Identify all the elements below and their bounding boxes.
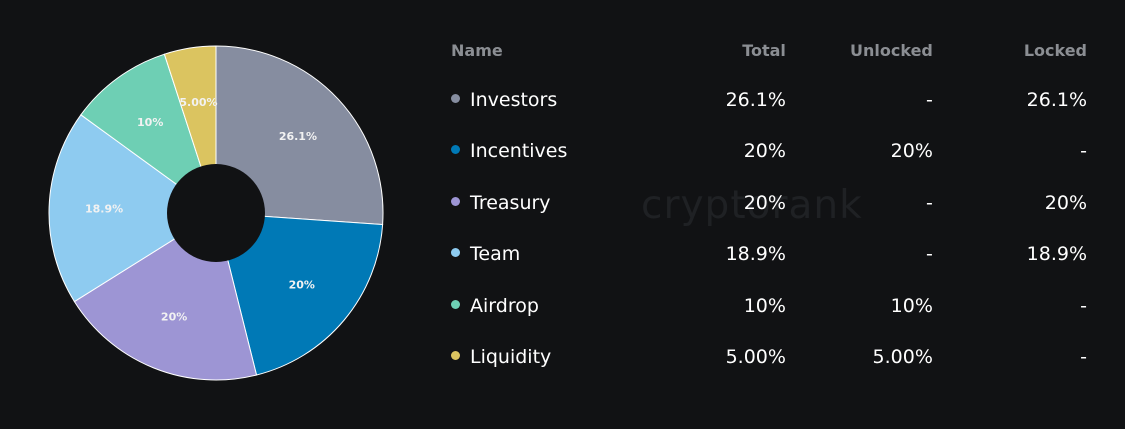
row-total: 18.9% bbox=[725, 243, 786, 266]
row-unlocked: 10% bbox=[890, 294, 933, 317]
row-locked: 18.9% bbox=[1026, 243, 1087, 266]
row-locked: - bbox=[1080, 140, 1087, 163]
row-total: 26.1% bbox=[725, 88, 786, 111]
table-row: Airdrop 10% 10% - bbox=[442, 280, 1102, 332]
table-row: Treasury 20% - 20% bbox=[442, 177, 1102, 229]
slice-label-incentives: 20% bbox=[289, 278, 315, 291]
legend-dot-icon bbox=[451, 196, 460, 206]
row-locked: 26.1% bbox=[1026, 88, 1087, 111]
row-name: Treasury bbox=[470, 191, 551, 214]
cryptorank-watermark: cryptorank bbox=[641, 183, 863, 228]
row-name: Liquidity bbox=[470, 346, 552, 369]
legend-dot-icon bbox=[451, 93, 460, 103]
legend-dot-icon bbox=[451, 299, 460, 309]
table-row: Investors 26.1% - 26.1% bbox=[442, 74, 1102, 126]
pie-slice-incentives bbox=[215, 212, 384, 376]
row-locked: - bbox=[1080, 346, 1087, 369]
row-name: Team bbox=[470, 243, 521, 266]
legend-dot-icon bbox=[451, 351, 460, 361]
table-header-row: Name Total Unlocked Locked bbox=[442, 26, 1102, 74]
row-unlocked: - bbox=[926, 88, 933, 111]
legend-dot-icon bbox=[451, 248, 460, 258]
pie-slice-team bbox=[48, 114, 217, 303]
allocation-table: Name Total Unlocked Locked Investors 26.… bbox=[442, 26, 1102, 383]
row-unlocked: 5.00% bbox=[872, 346, 933, 369]
row-unlocked: - bbox=[926, 191, 933, 214]
table-row: Liquidity 5.00% 5.00% - bbox=[442, 332, 1102, 384]
row-unlocked: - bbox=[926, 243, 933, 266]
donut-hole bbox=[167, 164, 265, 262]
header-locked: Locked bbox=[1023, 40, 1087, 60]
row-total: 20% bbox=[743, 191, 786, 214]
legend-dot-icon bbox=[451, 145, 460, 155]
row-total: 10% bbox=[743, 294, 786, 317]
row-total: 5.00% bbox=[725, 346, 786, 369]
token-allocation-donut-chart: 26.1% 20% 20% 18.9% 10% 5.00% bbox=[48, 45, 384, 381]
pie-slice-investors bbox=[215, 45, 384, 226]
header-unlocked: Unlocked bbox=[850, 40, 933, 60]
row-locked: 20% bbox=[1044, 191, 1087, 214]
row-name: Investors bbox=[470, 88, 558, 111]
row-unlocked: 20% bbox=[890, 140, 933, 163]
table-row: Incentives 20% 20% - bbox=[442, 126, 1102, 178]
slice-label-airdrop: 10% bbox=[137, 116, 163, 129]
slice-label-liquidity: 5.00% bbox=[179, 96, 217, 109]
header-total: Total bbox=[742, 40, 786, 60]
table-row: Team 18.9% - 18.9% bbox=[442, 229, 1102, 281]
row-name: Incentives bbox=[470, 140, 568, 163]
slice-label-team: 18.9% bbox=[85, 203, 123, 216]
row-locked: - bbox=[1080, 294, 1087, 317]
header-name: Name bbox=[451, 40, 503, 60]
row-name: Airdrop bbox=[470, 294, 539, 317]
slice-label-investors: 26.1% bbox=[279, 130, 317, 143]
row-total: 20% bbox=[743, 140, 786, 163]
pie-slice-airdrop bbox=[80, 53, 217, 215]
slice-label-treasury: 20% bbox=[161, 310, 187, 323]
